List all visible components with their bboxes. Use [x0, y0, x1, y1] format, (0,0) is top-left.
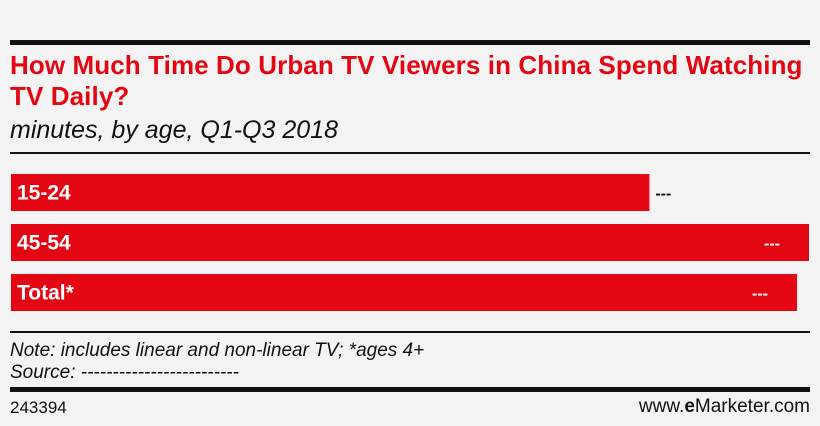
brand-link[interactable]: www.eMarketer.com [639, 396, 810, 418]
bar-chart: 15-24 --- 45-54 --- Total* --- [11, 174, 809, 311]
chart-id: 243394 [10, 398, 67, 417]
chart-source: Source: ------------------------- [10, 362, 239, 383]
brand-name: Marketer [694, 396, 769, 417]
bar-category-label-0: 15-24 [17, 182, 71, 205]
brand-e: e [684, 396, 695, 417]
bar-0 [11, 174, 650, 211]
bar-1 [11, 224, 809, 261]
bar-category-label-2: Total* [17, 282, 75, 305]
header-divider [10, 152, 810, 154]
bar-category-label-1: 45-54 [17, 232, 71, 255]
bar-value-label-1: --- [764, 236, 780, 253]
chart-note: Note: includes linear and non-linear TV;… [10, 340, 425, 361]
chart-subtitle: minutes, by age, Q1-Q3 2018 [10, 116, 338, 144]
bar-2 [11, 274, 798, 311]
bar-value-label-2: --- [752, 286, 768, 303]
bottom-rule [10, 387, 810, 392]
chart-title: How Much Time Do Urban TV Viewers in Chi… [10, 50, 803, 111]
footer-divider [10, 331, 810, 333]
top-rule [10, 40, 810, 45]
brand-prefix: www. [638, 396, 685, 417]
brand-suffix: .com [768, 396, 810, 417]
bar-value-label-0: --- [655, 186, 671, 203]
